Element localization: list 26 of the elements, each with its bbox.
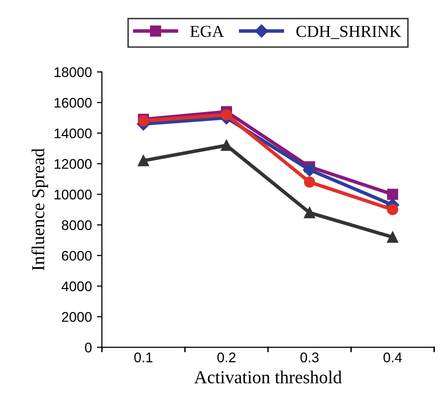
legend-label: CDH_SHRINK bbox=[296, 26, 402, 39]
y-tick-label: 0 bbox=[84, 342, 92, 352]
point bbox=[387, 188, 398, 200]
x-tick-label: 0.4 bbox=[384, 352, 402, 362]
point bbox=[304, 207, 316, 218]
y-axis-title: Influence Spread bbox=[31, 148, 48, 270]
point bbox=[387, 232, 398, 243]
point bbox=[302, 163, 316, 176]
point bbox=[220, 109, 232, 120]
x-tick-label: 0.3 bbox=[300, 352, 319, 362]
y-tick-label: 12000 bbox=[54, 159, 92, 169]
y-tick-label: 6000 bbox=[62, 250, 92, 261]
point bbox=[387, 204, 398, 216]
x-axis-title: Activation threshold bbox=[194, 370, 342, 384]
y-tick-label: 2000 bbox=[62, 312, 92, 322]
x-tick-label: 0.2 bbox=[217, 352, 236, 362]
y-tick-label: 16000 bbox=[54, 98, 92, 108]
y-tick-label: 10000 bbox=[54, 190, 92, 200]
y-tick-label: 18000 bbox=[54, 67, 92, 78]
point bbox=[304, 176, 316, 188]
y-tick-label: 8000 bbox=[62, 220, 92, 230]
legend-label: EGA bbox=[190, 26, 224, 38]
point bbox=[138, 155, 149, 166]
y-tick-label: 4000 bbox=[62, 281, 92, 292]
x-tick-label: 0.1 bbox=[134, 352, 152, 362]
y-tick-label: 14000 bbox=[54, 128, 92, 138]
